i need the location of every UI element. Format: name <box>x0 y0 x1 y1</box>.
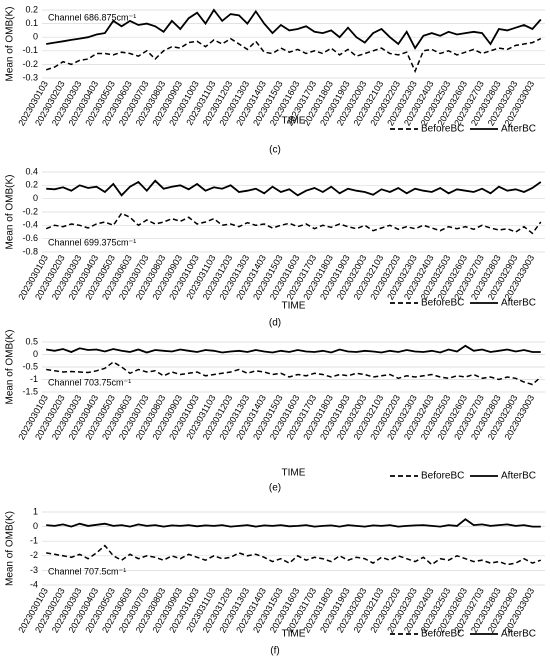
data-line <box>46 361 542 386</box>
y-axis-label: Mean of OMB(K) <box>5 511 16 586</box>
y-tick-label: 0.5 <box>25 336 38 346</box>
y-tick-label: 0.1 <box>25 18 38 28</box>
y-tick-label: 0 <box>33 193 38 203</box>
y-tick-label: -0.3 <box>22 72 38 82</box>
y-tick-label: -1 <box>30 374 38 384</box>
y-tick-label: -0.5 <box>22 361 38 371</box>
data-line <box>45 37 542 74</box>
y-axis-label: Mean of OMB(K) <box>5 174 16 249</box>
x-axis-label: TIME <box>282 468 306 479</box>
legend-label: AfterBC <box>501 298 536 309</box>
panel-label: (e) <box>269 483 281 494</box>
legend-label: BeforeBC <box>421 629 464 640</box>
legend-label: BeforeBC <box>421 471 464 482</box>
panel-label: (f) <box>270 646 279 657</box>
annotation: Channel 699.375cm⁻¹ <box>48 237 136 247</box>
y-tick-label: 0.2 <box>25 180 38 190</box>
panel-label: (d) <box>269 318 281 329</box>
y-axis-label: Mean of OMB(K) <box>5 329 16 404</box>
x-axis-label: TIME <box>282 116 306 127</box>
legend-label: BeforeBC <box>421 298 464 309</box>
y-tick-label: -0.2 <box>22 59 38 69</box>
data-line <box>46 179 542 197</box>
data-line <box>46 8 542 50</box>
y-tick-label: -0.4 <box>22 220 38 230</box>
y-tick-label: -4 <box>30 579 38 589</box>
y-tick-label: -1.5 <box>22 386 38 396</box>
y-tick-label: -0.2 <box>22 206 38 216</box>
x-axis-label: TIME <box>282 301 306 312</box>
legend-label: AfterBC <box>501 471 536 482</box>
panel-label: (c) <box>269 145 281 156</box>
y-tick-label: 0 <box>33 349 38 359</box>
y-tick-label: 0 <box>33 521 38 531</box>
y-tick-label: 0.4 <box>25 166 38 176</box>
data-line <box>45 212 542 235</box>
y-tick-label: 1 <box>33 506 38 516</box>
y-tick-label: 0.2 <box>25 4 38 14</box>
annotation: Channel 703.75cm⁻¹ <box>48 377 131 387</box>
legend-label: AfterBC <box>501 124 536 135</box>
x-axis-label: TIME <box>282 629 306 640</box>
data-line <box>46 344 541 354</box>
y-tick-label: -2 <box>30 550 38 560</box>
data-line <box>46 518 541 528</box>
y-tick-label: -0.8 <box>22 246 38 256</box>
y-tick-label: 0 <box>33 32 38 42</box>
y-tick-label: -3 <box>30 565 38 575</box>
annotation: Channel 707.5cm⁻¹ <box>48 566 126 576</box>
y-axis-label: Mean of OMB(K) <box>5 6 16 81</box>
y-tick-label: -0.6 <box>22 233 38 243</box>
data-line <box>46 544 542 566</box>
annotation: Channel 686.875cm⁻¹ <box>48 12 136 22</box>
legend-label: AfterBC <box>501 629 536 640</box>
y-tick-label: -0.1 <box>22 45 38 55</box>
y-tick-label: -1 <box>30 536 38 546</box>
legend-label: BeforeBC <box>421 124 464 135</box>
